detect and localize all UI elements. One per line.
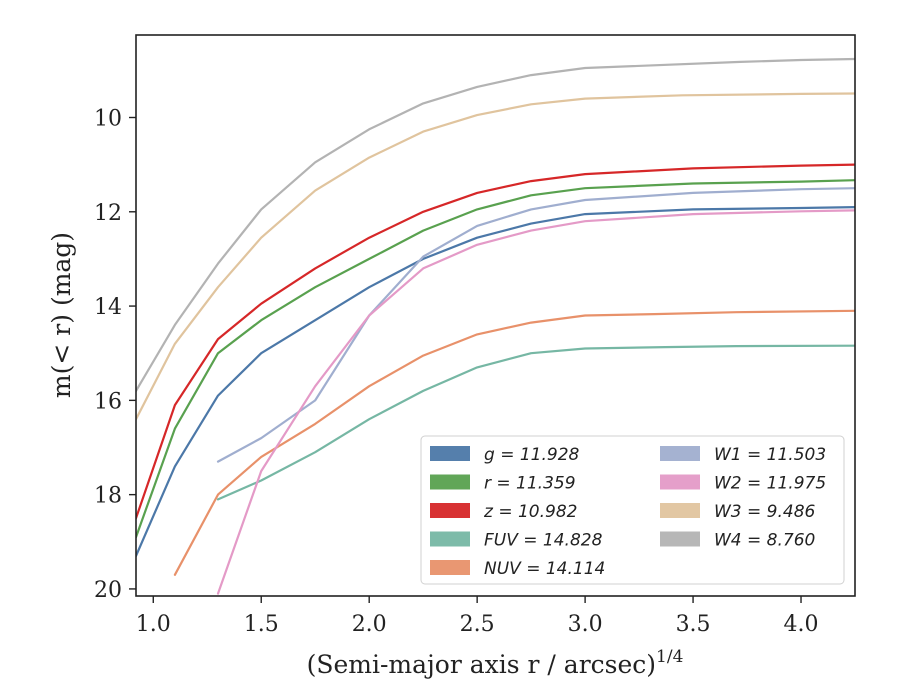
legend-label: z = 10.982 <box>483 502 577 522</box>
y-tick-label: 18 <box>94 484 122 509</box>
legend-swatch <box>660 503 700 518</box>
legend-label: r = 11.359 <box>484 474 576 494</box>
legend-swatch <box>430 503 470 518</box>
legend-swatch <box>660 531 700 547</box>
legend-label: g = 11.928 <box>484 445 580 465</box>
y-tick-label: 20 <box>94 578 122 603</box>
x-axis: 1.0 1.5 2.0 2.5 3.0 3.5 4.0 <box>136 596 819 637</box>
series-line-1 <box>136 179 855 539</box>
x-axis-title-exponent: 1/4 <box>656 647 683 667</box>
series-line-6 <box>216 209 855 595</box>
x-tick-label: 1.0 <box>136 612 171 637</box>
y-tick-label: 12 <box>94 201 122 226</box>
x-axis-title-main: (Semi-major axis r / arcsec) <box>307 650 656 679</box>
series-line-3 <box>216 344 855 501</box>
x-axis-title: (Semi-major axis r / arcsec)1/4 <box>307 647 684 679</box>
series-line-7 <box>136 92 855 421</box>
legend-swatch <box>660 446 700 461</box>
legend-label: W3 = 9.486 <box>714 502 816 522</box>
legend-swatch <box>430 474 470 490</box>
x-tick-label: 1.5 <box>244 612 279 637</box>
x-tick-label: 3.5 <box>676 612 711 637</box>
x-tick-label: 2.5 <box>460 612 495 637</box>
x-tick-label: 4.0 <box>784 612 819 637</box>
x-tick-label: 2.0 <box>352 612 387 637</box>
series-line-8 <box>136 57 855 392</box>
series-line-2 <box>136 163 855 520</box>
plot-lines <box>136 57 855 595</box>
legend-box <box>420 435 845 585</box>
y-tick-label: 14 <box>94 295 122 320</box>
y-tick-label: 16 <box>94 389 122 414</box>
y-axis-title: m(< r) (mag) <box>47 232 76 398</box>
series-line-4 <box>173 309 855 576</box>
legend-swatch <box>430 560 470 575</box>
legend-label: W1 = 11.503 <box>714 445 826 465</box>
legend-label: W4 = 8.760 <box>714 531 815 551</box>
legend-label: NUV = 14.114 <box>484 559 605 579</box>
legend-swatch <box>430 446 470 461</box>
legend-swatch <box>660 474 700 490</box>
series-line-0 <box>136 206 855 557</box>
plot-frame <box>135 34 856 597</box>
legend: g = 11.928 r = 11.359 z = 10.982 FUV = 14.8… <box>420 435 845 585</box>
x-tick-label: 3.0 <box>568 612 603 637</box>
legend-label: FUV = 14.828 <box>484 531 603 551</box>
y-tick-label: 10 <box>94 107 122 132</box>
legend-label: W2 = 11.975 <box>714 474 826 494</box>
y-axis: 10 12 14 16 18 20 <box>94 107 136 603</box>
legend-swatch <box>430 531 470 547</box>
